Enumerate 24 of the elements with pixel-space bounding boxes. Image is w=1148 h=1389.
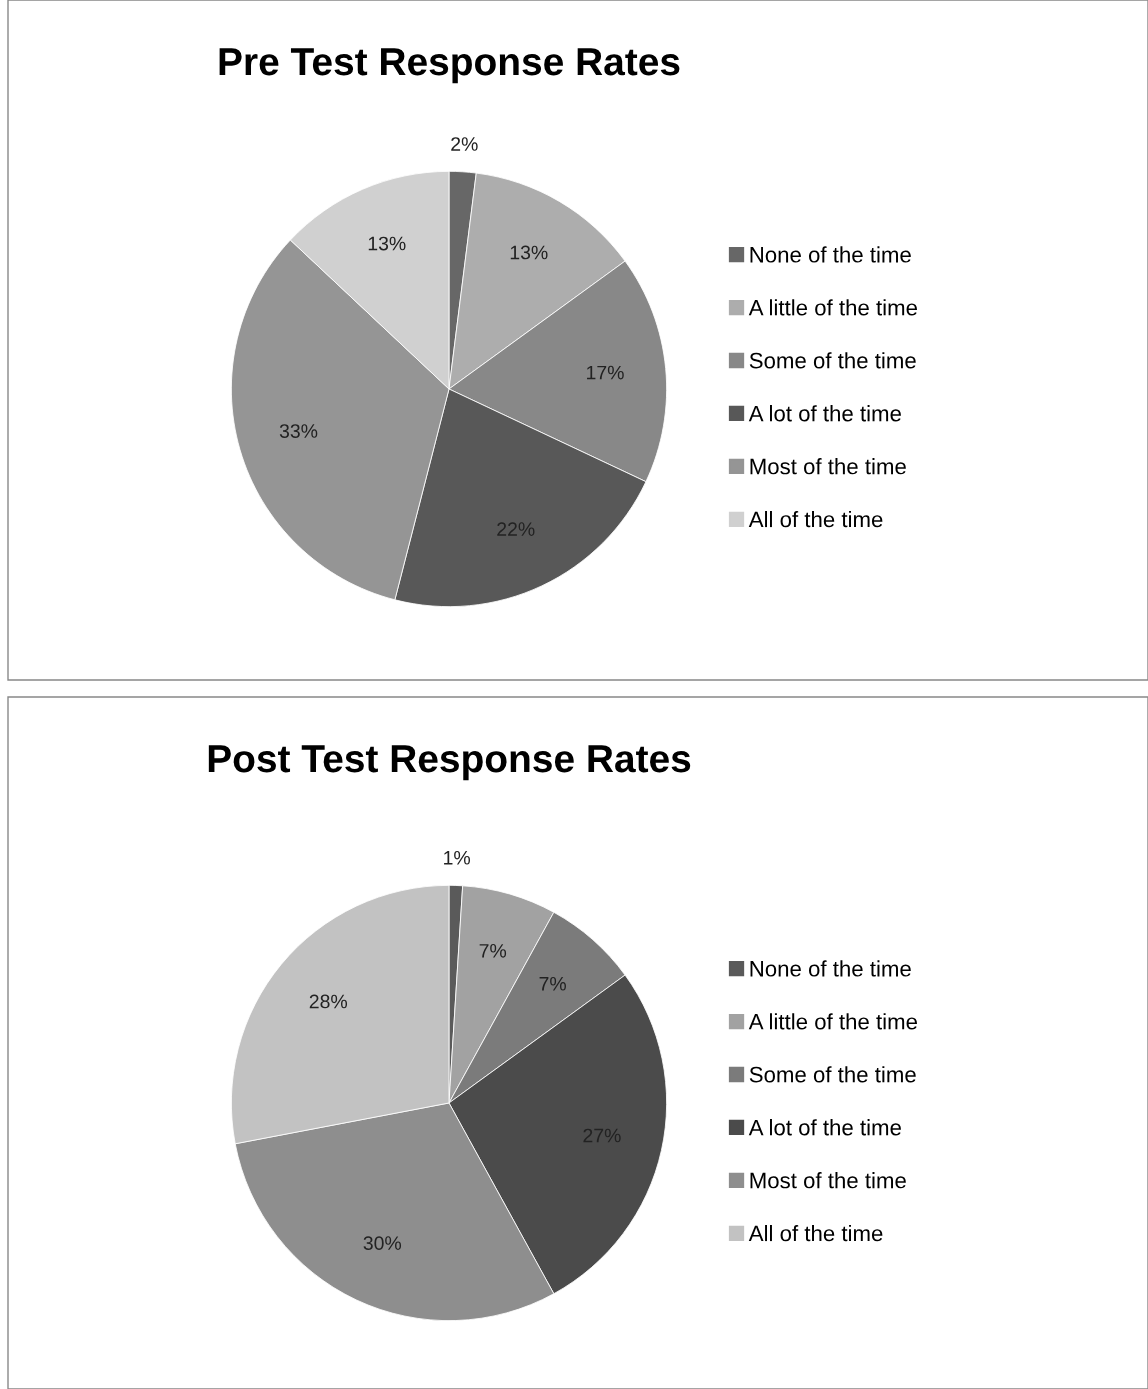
legend-label: None of the time xyxy=(750,246,911,263)
chart-title: Pre Test Response Rates xyxy=(219,48,680,84)
data-label: 17% xyxy=(587,365,624,380)
data-label: 13% xyxy=(368,236,406,251)
legend-label: Most of the time xyxy=(750,1172,906,1189)
data-label: 7% xyxy=(539,976,566,991)
data-label: 2% xyxy=(451,137,478,151)
legend-label: Most of the time xyxy=(750,458,906,475)
legend-label: Some of the time xyxy=(749,1066,916,1083)
legend-label: A lot of the time xyxy=(748,405,901,422)
data-label: 13% xyxy=(510,245,548,260)
data-label: 1% xyxy=(444,850,471,865)
data-label: 7% xyxy=(479,944,507,958)
data-label: 28% xyxy=(309,994,348,1009)
legend-label: All of the time xyxy=(748,510,883,528)
data-label: 30% xyxy=(363,1236,402,1251)
data-label: 33% xyxy=(279,424,318,438)
legend-label: All of the time xyxy=(748,1224,883,1242)
legend-label: A lot of the time xyxy=(748,1119,901,1136)
legend-label: A little of the time xyxy=(748,1013,917,1030)
chart-title: Post Test Response Rates xyxy=(208,745,691,781)
legend-label: None of the time xyxy=(750,960,911,977)
legend-label: Some of the time xyxy=(749,352,916,369)
legend-label: A little of the time xyxy=(748,299,917,316)
